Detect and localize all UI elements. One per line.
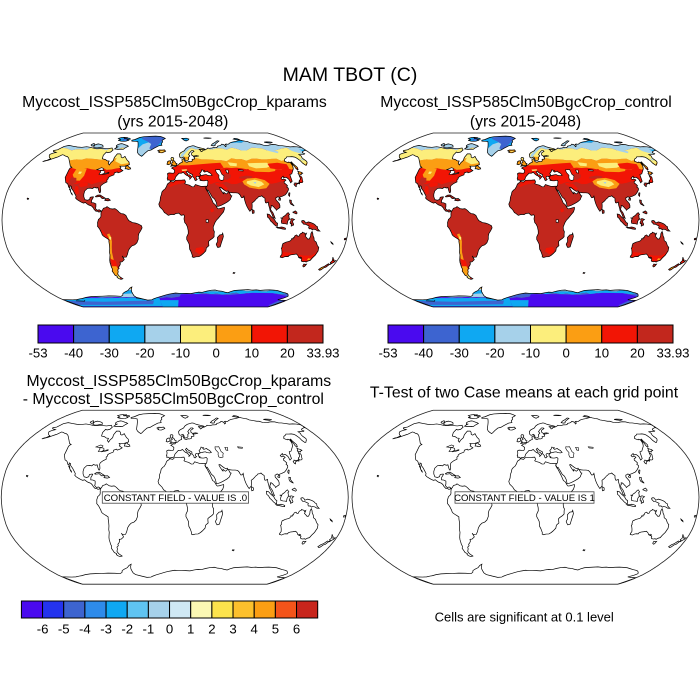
svg-text:-5: -5	[58, 622, 70, 637]
svg-text:0: 0	[212, 346, 219, 361]
svg-text:-30: -30	[450, 346, 469, 361]
svg-text:0: 0	[562, 346, 569, 361]
svg-text:4: 4	[251, 622, 258, 637]
svg-text:Cells are significant at 0.1 l: Cells are significant at 0.1 level	[435, 610, 614, 625]
svg-text:CONSTANT FIELD - VALUE IS .0: CONSTANT FIELD - VALUE IS .0	[104, 493, 247, 504]
svg-text:0: 0	[166, 622, 173, 637]
svg-text:1: 1	[187, 622, 194, 637]
svg-text:Myccost_ISSP585Clm50BgcCrop_kp: Myccost_ISSP585Clm50BgcCrop_kparams	[26, 373, 331, 390]
svg-text:33.93: 33.93	[656, 346, 689, 361]
svg-text:6: 6	[293, 622, 300, 637]
svg-text:5: 5	[272, 622, 279, 637]
svg-text:Myccost_ISSP585Clm50BgcCrop_co: Myccost_ISSP585Clm50BgcCrop_control	[380, 94, 672, 111]
svg-text:- Myccost_ISSP585Clm50BgcCrop_: - Myccost_ISSP585Clm50BgcCrop_control	[23, 391, 324, 408]
svg-text:CONSTANT FIELD - VALUE IS 1: CONSTANT FIELD - VALUE IS 1	[454, 493, 595, 504]
svg-text:33.93: 33.93	[306, 346, 339, 361]
svg-text:-10: -10	[171, 346, 190, 361]
svg-text:-40: -40	[64, 346, 83, 361]
svg-text:-20: -20	[135, 346, 154, 361]
svg-text:10: 10	[244, 346, 259, 361]
svg-text:(yrs 2015-2048): (yrs 2015-2048)	[470, 114, 581, 131]
svg-text:-53: -53	[378, 346, 397, 361]
svg-text:10: 10	[594, 346, 609, 361]
svg-text:-10: -10	[521, 346, 540, 361]
svg-text:T-Test of two Case means at ea: T-Test of two Case means at each grid po…	[370, 385, 679, 402]
svg-text:2: 2	[208, 622, 215, 637]
svg-text:-20: -20	[485, 346, 504, 361]
svg-text:20: 20	[280, 346, 295, 361]
svg-text:(yrs 2015-2048): (yrs 2015-2048)	[117, 114, 228, 131]
svg-text:20: 20	[630, 346, 645, 361]
svg-text:-53: -53	[28, 346, 47, 361]
svg-text:-3: -3	[100, 622, 112, 637]
svg-text:-6: -6	[37, 622, 49, 637]
svg-text:MAM TBOT (C): MAM TBOT (C)	[283, 64, 418, 86]
svg-text:Myccost_ISSP585Clm50BgcCrop_kp: Myccost_ISSP585Clm50BgcCrop_kparams	[22, 94, 327, 111]
svg-text:-2: -2	[121, 622, 133, 637]
svg-text:3: 3	[229, 622, 236, 637]
svg-text:-30: -30	[100, 346, 119, 361]
svg-text:-40: -40	[414, 346, 433, 361]
svg-text:-1: -1	[143, 622, 155, 637]
svg-text:-4: -4	[79, 622, 91, 637]
